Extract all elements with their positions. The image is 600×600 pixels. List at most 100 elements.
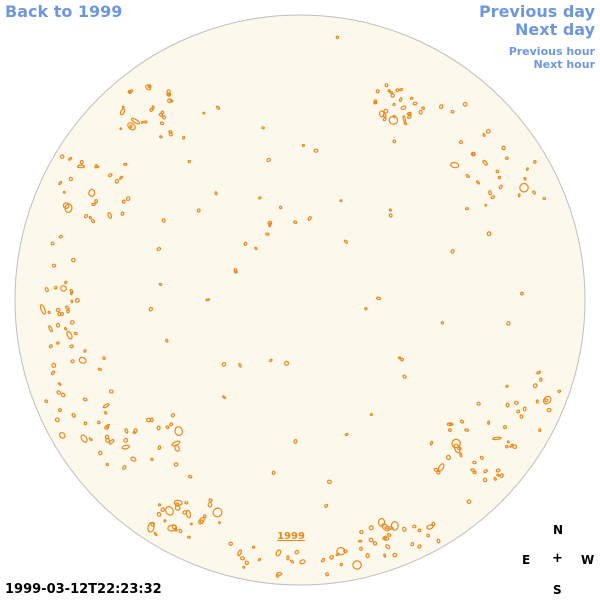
contour-mark xyxy=(203,514,207,519)
contour-mark xyxy=(464,207,470,211)
contour-mark xyxy=(406,112,412,116)
year-label[interactable]: 1999 xyxy=(277,531,305,542)
solar-disk xyxy=(14,14,586,586)
previous-day-link[interactable]: Previous day xyxy=(478,2,595,21)
compass-north: N xyxy=(553,523,564,537)
contour-mark xyxy=(205,298,211,302)
contour-mark xyxy=(532,190,536,195)
contour-mark xyxy=(158,283,163,286)
contour-mark xyxy=(495,169,500,174)
magnetic-contours xyxy=(39,35,562,578)
contour-mark xyxy=(161,218,166,223)
contour-mark xyxy=(335,35,340,40)
contour-mark xyxy=(48,344,53,349)
contour-mark xyxy=(108,389,114,394)
contour-mark xyxy=(429,440,434,446)
contour-mark xyxy=(121,444,131,450)
contour-mark xyxy=(385,544,391,550)
contour-mark xyxy=(379,110,385,118)
next-day-link[interactable]: Next day xyxy=(515,20,595,39)
contour-mark xyxy=(169,422,174,427)
contour-mark xyxy=(388,115,399,125)
contour-mark xyxy=(286,555,290,561)
contour-mark xyxy=(464,428,470,432)
contour-mark xyxy=(58,234,63,239)
contour-mark xyxy=(525,167,529,171)
contour-mark xyxy=(313,148,319,153)
contour-mark xyxy=(174,505,181,511)
contour-mark xyxy=(234,270,238,274)
contour-mark xyxy=(107,173,113,178)
next-hour-link[interactable]: Next hour xyxy=(533,58,596,71)
contour-mark xyxy=(392,552,398,558)
contour-mark xyxy=(198,517,205,525)
contour-mark xyxy=(151,105,155,110)
contour-mark xyxy=(169,99,174,103)
contour-mark xyxy=(470,468,476,472)
contour-mark xyxy=(254,246,258,251)
contour-mark xyxy=(426,533,431,538)
contour-mark xyxy=(523,176,527,181)
contour-mark xyxy=(471,151,476,156)
contour-mark xyxy=(53,285,58,290)
previous-hour-link[interactable]: Previous hour xyxy=(508,45,595,58)
contour-mark xyxy=(359,529,364,535)
contour-mark xyxy=(88,215,92,220)
contour-mark xyxy=(532,383,538,389)
contour-mark xyxy=(539,377,543,382)
contour-mark xyxy=(82,397,88,402)
contour-mark xyxy=(495,468,501,473)
contour-mark xyxy=(388,208,392,212)
contour-mark xyxy=(397,356,402,360)
contour-mark xyxy=(517,193,521,198)
contour-mark xyxy=(238,363,242,368)
contour-mark xyxy=(90,219,96,224)
contour-mark xyxy=(417,528,422,533)
contour-mark xyxy=(514,400,519,405)
contour-mark xyxy=(382,113,387,118)
contour-mark xyxy=(77,164,85,169)
contour-mark xyxy=(121,105,125,109)
back-to-year-link[interactable]: Back to 1999 xyxy=(5,2,123,21)
contour-mark xyxy=(358,539,363,543)
contour-mark xyxy=(120,211,125,216)
contour-mark xyxy=(339,199,343,203)
contour-mark xyxy=(165,338,169,343)
contour-mark xyxy=(364,307,368,311)
contour-mark xyxy=(497,175,502,180)
contour-mark xyxy=(148,306,153,312)
contour-mark xyxy=(395,88,400,93)
contour-mark xyxy=(147,84,152,89)
contour-mark xyxy=(505,384,509,388)
contour-mark xyxy=(269,358,273,363)
contour-mark xyxy=(450,109,455,114)
contour-mark xyxy=(436,470,441,475)
contour-mark xyxy=(458,140,464,145)
contour-mark xyxy=(102,403,110,409)
contour-mark xyxy=(187,474,193,479)
contour-mark xyxy=(506,321,511,326)
contour-mark xyxy=(96,165,100,169)
contour-mark xyxy=(167,524,178,532)
contour-mark xyxy=(71,257,76,263)
contour-mark xyxy=(68,156,73,161)
contour-mark xyxy=(119,108,126,116)
contour-mark xyxy=(58,408,62,413)
contour-mark xyxy=(124,428,129,434)
contour-mark xyxy=(70,299,74,304)
contour-mark xyxy=(516,409,521,414)
contour-mark xyxy=(433,467,439,472)
contour-mark xyxy=(504,156,509,160)
contour-mark xyxy=(44,399,49,404)
year-link[interactable]: 1999 xyxy=(277,531,305,542)
contour-mark xyxy=(307,216,312,221)
contour-mark xyxy=(258,196,262,200)
contour-mark xyxy=(133,428,138,434)
contour-mark xyxy=(187,159,192,164)
contour-mark xyxy=(55,322,61,328)
contour-mark xyxy=(123,437,129,443)
contour-mark xyxy=(114,178,120,184)
contour-mark xyxy=(62,190,66,194)
contour-mark xyxy=(127,90,132,94)
contour-mark xyxy=(522,406,527,412)
